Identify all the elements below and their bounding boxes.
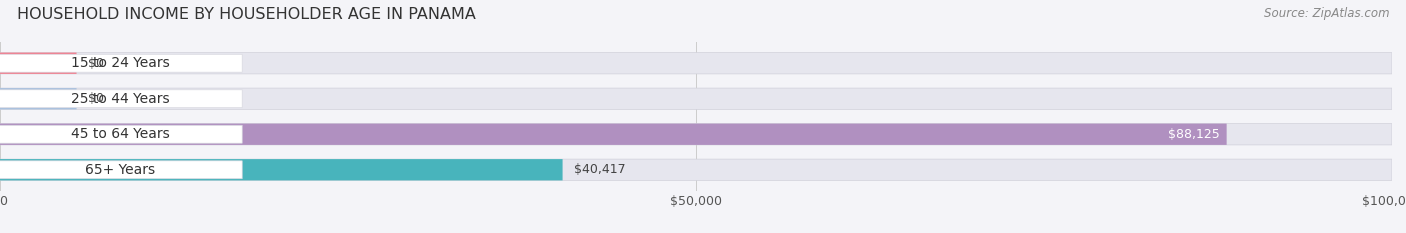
FancyBboxPatch shape [0,88,1392,110]
Text: $40,417: $40,417 [574,163,626,176]
FancyBboxPatch shape [0,125,242,143]
FancyBboxPatch shape [0,90,242,108]
Text: 45 to 64 Years: 45 to 64 Years [72,127,170,141]
FancyBboxPatch shape [0,159,562,180]
FancyBboxPatch shape [0,159,1392,180]
FancyBboxPatch shape [0,123,1226,145]
Text: 25 to 44 Years: 25 to 44 Years [72,92,170,106]
FancyBboxPatch shape [0,53,76,74]
Text: HOUSEHOLD INCOME BY HOUSEHOLDER AGE IN PANAMA: HOUSEHOLD INCOME BY HOUSEHOLDER AGE IN P… [17,7,475,22]
FancyBboxPatch shape [0,54,242,72]
Text: Source: ZipAtlas.com: Source: ZipAtlas.com [1264,7,1389,20]
FancyBboxPatch shape [0,161,242,179]
Text: $88,125: $88,125 [1168,128,1219,141]
Text: $0: $0 [87,57,104,70]
Text: 15 to 24 Years: 15 to 24 Years [72,56,170,70]
FancyBboxPatch shape [0,88,76,110]
FancyBboxPatch shape [0,123,1392,145]
Text: $0: $0 [87,92,104,105]
FancyBboxPatch shape [0,53,1392,74]
Text: 65+ Years: 65+ Years [86,163,156,177]
